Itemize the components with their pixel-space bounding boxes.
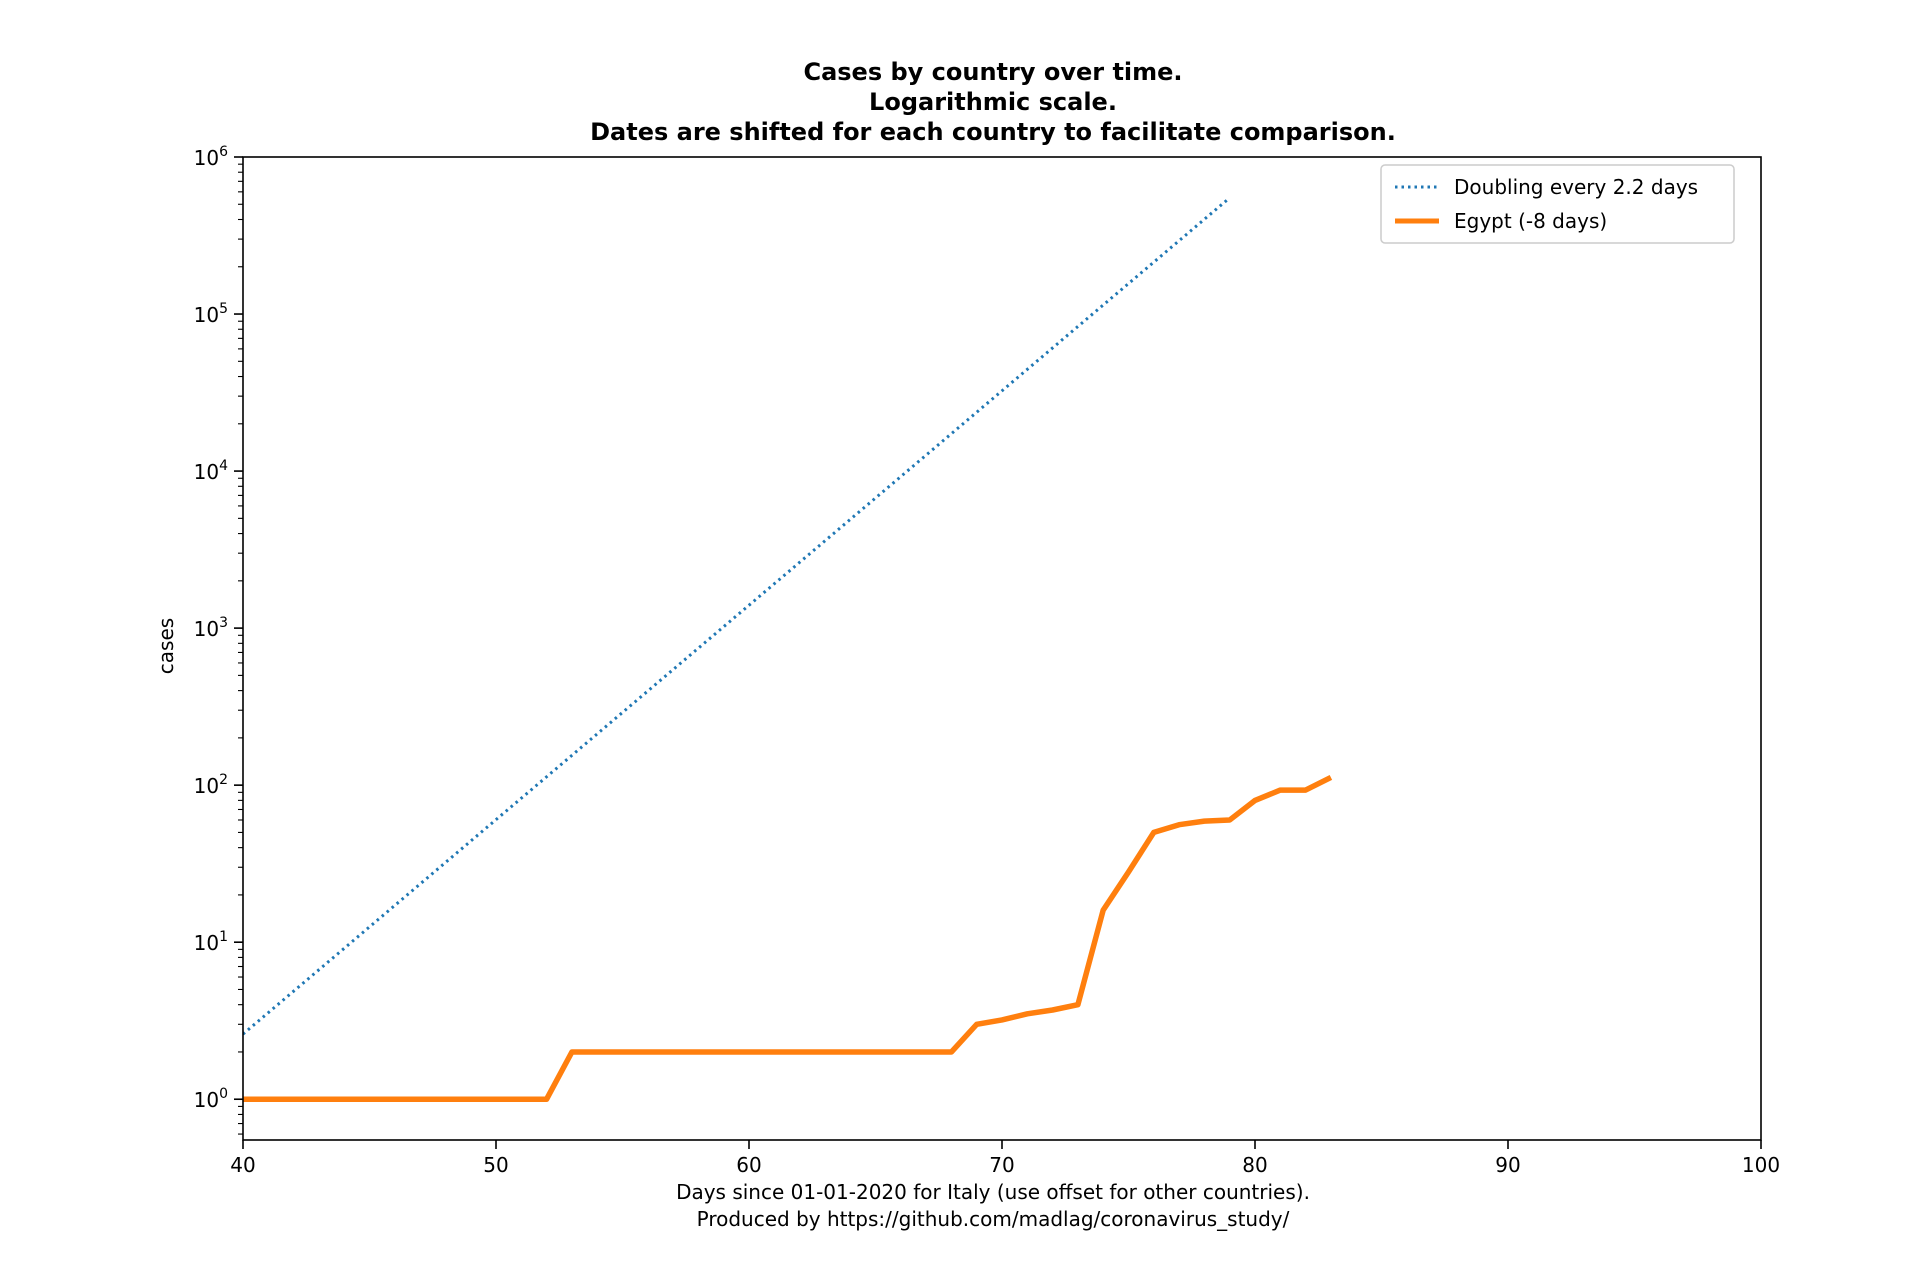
x-tick-label-60: 60 — [736, 1153, 761, 1177]
x-tick-label-100: 100 — [1742, 1153, 1780, 1177]
legend-label-doubling: Doubling every 2.2 days — [1454, 175, 1698, 199]
x-axis-label-line-2: Produced by https://github.com/madlag/co… — [697, 1207, 1290, 1231]
legend-label-egypt: Egypt (-8 days) — [1454, 209, 1607, 233]
x-tick-label-40: 40 — [230, 1153, 255, 1177]
x-tick-label-70: 70 — [989, 1153, 1014, 1177]
x-tick-label-80: 80 — [1242, 1153, 1267, 1177]
series-line-0 — [243, 196, 1231, 1036]
y-axis-label: cases — [154, 618, 178, 674]
x-axis-label-line-1: Days since 01-01-2020 for Italy (use off… — [676, 1180, 1310, 1204]
x-tick-label-90: 90 — [1495, 1153, 1520, 1177]
series-line-1 — [243, 774, 1333, 1102]
chart-title-line-1: Cases by country over time. — [803, 58, 1182, 86]
chart-title-line-3: Dates are shifted for each country to fa… — [590, 118, 1396, 146]
chart-title-line-2: Logarithmic scale. — [869, 88, 1117, 116]
x-tick-label-50: 50 — [483, 1153, 508, 1177]
legend-box — [1380, 164, 1735, 244]
legend: Doubling every 2.2 days Egypt (-8 days) — [1380, 164, 1735, 244]
